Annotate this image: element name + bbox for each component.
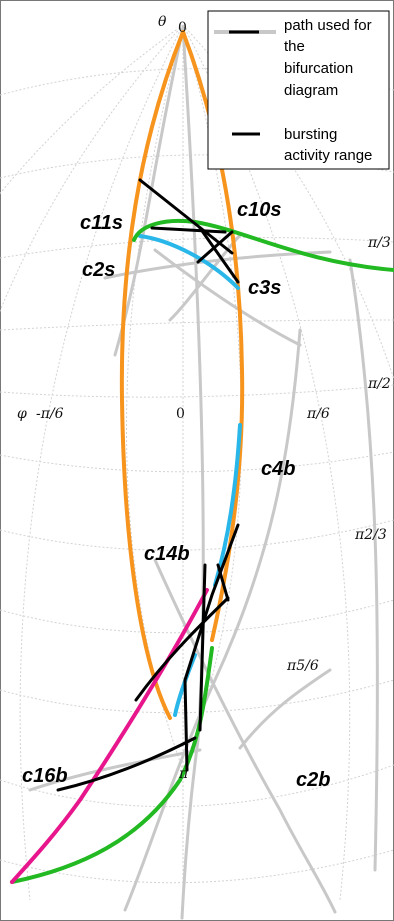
grid-meridian <box>0 24 184 195</box>
green-branch-lower <box>10 646 214 884</box>
legend-path-line-1: path used for <box>284 17 372 34</box>
gray-path <box>238 668 332 750</box>
gray-path <box>28 748 202 792</box>
gray-path <box>180 26 205 920</box>
curve-labels: c11s c10s c2s c3s c4b c14b c16b c2b <box>22 199 330 791</box>
label-c11s: c11s <box>80 212 123 234</box>
axis-labels: θ 0 π/3 π/2 φ -π/6 0 π/6 π2/3 π5/6 π <box>17 14 391 782</box>
grid-parallel <box>0 519 394 551</box>
burst-segment <box>196 230 234 264</box>
label-c4b: c4b <box>261 458 295 480</box>
grid-parallel <box>0 384 394 398</box>
grid-meridian <box>0 24 184 313</box>
grid-parallel <box>0 849 394 884</box>
gray-path <box>123 328 302 912</box>
legend-burst-line-1: bursting <box>284 126 337 143</box>
burst-segment <box>198 563 207 732</box>
cyan-branch-upper <box>138 234 240 290</box>
tick-zero: 0 <box>176 406 185 422</box>
tick-minus-pi-over-6: -π/6 <box>36 406 64 422</box>
legend-box <box>207 10 390 170</box>
grid-parallel <box>0 451 394 473</box>
label-c14b: c14b <box>144 543 190 565</box>
gray-path <box>153 558 337 914</box>
bottom-pi-label: π <box>178 766 189 782</box>
burst-segment <box>150 226 227 234</box>
theta-axis-label: θ <box>158 14 167 30</box>
grid-parallel <box>0 679 394 714</box>
burst-segment <box>198 226 240 284</box>
grid-meridian <box>126 24 184 771</box>
burst-segment <box>138 178 234 255</box>
label-c10s: c10s <box>237 199 282 221</box>
orange-branch-left <box>119 30 185 720</box>
label-c16b: c16b <box>22 765 68 787</box>
path-group <box>28 26 379 920</box>
label-c3s: c3s <box>248 277 281 299</box>
grid-parallel <box>0 319 394 331</box>
tick-pi-over-3: π/3 <box>367 235 391 251</box>
legend-path-line-3: bifurcation <box>284 60 353 77</box>
burst-segment <box>183 523 240 772</box>
top-zero-label: 0 <box>178 20 187 36</box>
label-c2s: c2s <box>82 259 115 281</box>
tick-five-pi-over-6: π5/6 <box>286 658 319 674</box>
legend: path used for the bifurcation diagram bu… <box>207 10 390 170</box>
label-c2b: c2b <box>296 769 330 791</box>
grid-parallel <box>0 237 394 259</box>
grid-meridian <box>19 24 184 901</box>
tick-two-pi-over-3: π2/3 <box>354 527 387 543</box>
burst-group <box>56 178 240 792</box>
green-branch-upper <box>132 218 394 272</box>
gray-path <box>348 258 379 872</box>
burst-segment <box>56 736 197 792</box>
burst-segment <box>216 563 230 602</box>
tick-pi-over-6: π/6 <box>306 406 330 422</box>
burst-segment <box>134 596 230 702</box>
legend-path-line-2: the <box>284 38 305 55</box>
phi-axis-label: φ <box>17 406 27 422</box>
legend-path-line-4: diagram <box>284 82 338 99</box>
magenta-branch <box>10 588 209 884</box>
tick-pi-over-2: π/2 <box>367 376 391 392</box>
legend-burst-line-2: activity range <box>284 147 372 164</box>
grid-parallel <box>0 599 394 634</box>
